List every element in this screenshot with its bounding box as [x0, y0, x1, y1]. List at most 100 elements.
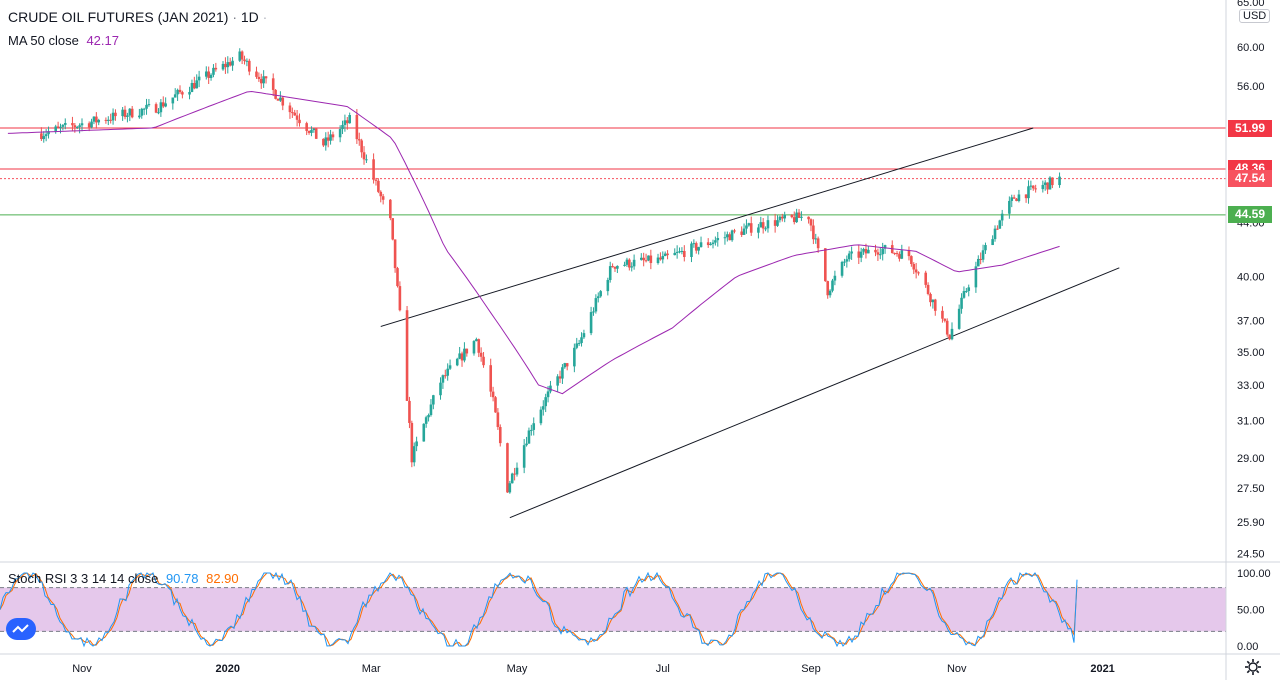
price-tick-label: 29.00 [1237, 453, 1265, 465]
candle-body [850, 251, 853, 254]
ma50-line [7, 90, 1060, 395]
candle-body [63, 123, 67, 125]
candle-body [245, 60, 249, 62]
candle-body [1051, 177, 1054, 186]
candle-body [965, 290, 968, 292]
candle-body [623, 264, 626, 266]
candle-body [324, 137, 328, 146]
candle-body [391, 218, 395, 240]
candle-body [1017, 194, 1021, 202]
candle-body [556, 376, 559, 386]
ma-value: 42.17 [86, 33, 119, 48]
candle-body [546, 391, 550, 398]
time-tick-label: May [507, 663, 528, 675]
candle-body [1012, 197, 1016, 199]
candle-body [441, 375, 445, 383]
candle-body [460, 353, 464, 361]
time-axis[interactable]: Nov 2020 Mar May Jul Sep Nov 2021 [72, 663, 1115, 675]
candle-body [857, 251, 861, 258]
candle-body [993, 228, 997, 240]
candle-body [948, 334, 951, 340]
candle-body [54, 126, 58, 132]
trendlines[interactable] [380, 127, 1120, 519]
candle-body [305, 123, 308, 131]
candle-body [44, 134, 48, 137]
candle-body [295, 115, 299, 120]
candle-body [429, 404, 433, 416]
candle-body [355, 115, 359, 140]
candle-body [310, 130, 313, 133]
candle-body [329, 134, 332, 141]
candle-body [914, 269, 918, 273]
candle-body [257, 76, 261, 79]
time-tick-label: 2021 [1090, 663, 1114, 675]
candle-body [661, 256, 665, 260]
candle-body [967, 287, 971, 291]
candle-body [398, 286, 402, 311]
candle-body [147, 104, 151, 106]
candle-body [749, 223, 753, 233]
candle-body [608, 266, 612, 280]
candle-body [847, 253, 851, 260]
symbol-title: CRUDE OIL FUTURES (JAN 2021) [8, 9, 229, 25]
candle-body [346, 120, 349, 124]
price-axis[interactable]: 65.0060.0056.0052.0048.0044.0040.0037.00… [1225, 0, 1271, 680]
candle-body [933, 299, 937, 311]
candle-body [479, 352, 483, 357]
stoch-legend: Stoch RSI 3 3 14 14 close 90.78 82.90 [8, 571, 239, 586]
candle-body [264, 76, 268, 79]
candle-body [489, 365, 493, 392]
candle-body [121, 109, 124, 117]
candle-body [1015, 198, 1018, 202]
settings-gear-icon[interactable] [1244, 658, 1262, 676]
candle-body [589, 312, 593, 334]
candle-body [159, 102, 163, 113]
candle-body [656, 257, 660, 264]
candle-body [95, 116, 98, 123]
candle-body [279, 97, 282, 101]
candle-body [341, 124, 344, 130]
candle-body [171, 97, 175, 104]
price-levels [0, 127, 1226, 216]
tradingview-logo-icon[interactable] [6, 618, 36, 640]
candle-body [255, 71, 258, 77]
candle-body [357, 139, 361, 141]
candle-body [87, 123, 91, 128]
candle-body [632, 259, 636, 267]
currency-badge[interactable]: USD [1239, 9, 1271, 23]
candle-body [845, 259, 849, 262]
candle-body [439, 382, 442, 396]
candle-body [1010, 197, 1014, 201]
candle-body [298, 119, 301, 124]
candle-body [104, 119, 108, 121]
candle-body [790, 214, 794, 218]
candle-body [642, 257, 645, 261]
price-grid [0, 561, 1280, 655]
candle-body [221, 63, 225, 70]
candle-body [795, 212, 798, 223]
candle-body [331, 134, 335, 138]
candle-body [800, 216, 803, 218]
candle-body [874, 249, 877, 253]
candle-body [549, 385, 552, 392]
candle-body [154, 104, 158, 113]
candle-body [372, 159, 375, 180]
candle-body [828, 290, 832, 296]
candle-body [996, 228, 999, 230]
more-dot-icon[interactable]: · [262, 9, 268, 25]
candle-body [639, 257, 643, 260]
candle-body [761, 222, 765, 229]
candle-body [733, 230, 736, 232]
candle-body [510, 473, 514, 484]
candle-body [145, 104, 148, 109]
ma-label: MA 50 close [8, 33, 79, 48]
candle-body [42, 136, 46, 140]
candle-body [809, 219, 813, 226]
candle-body [491, 391, 495, 398]
candle-body [338, 129, 342, 138]
candle-body [649, 255, 653, 264]
candle-body [513, 473, 516, 475]
time-tick-label: Jul [656, 663, 670, 675]
candle-body [943, 318, 947, 321]
